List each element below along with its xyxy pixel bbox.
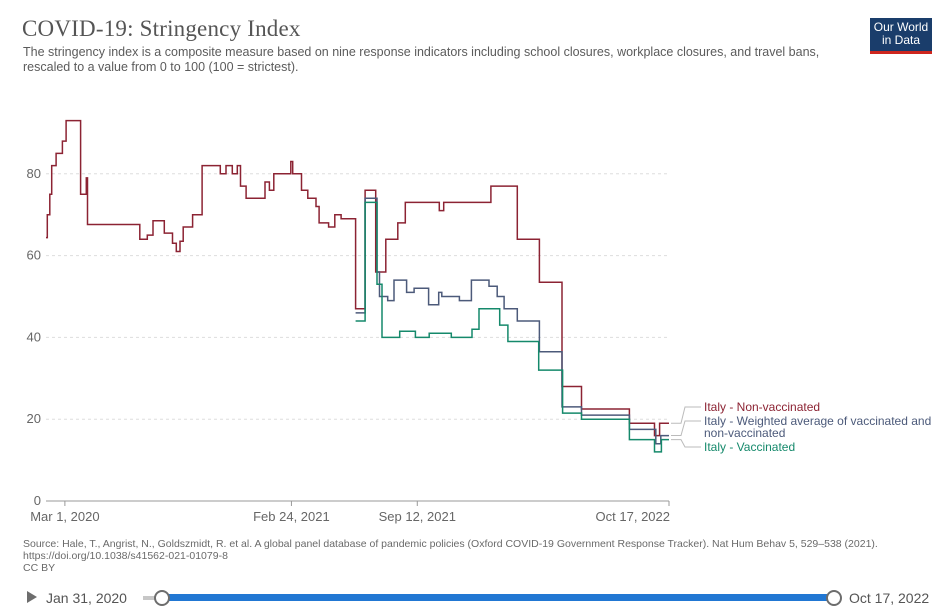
chart-subtitle: The stringency index is a composite meas… <box>23 45 820 74</box>
y-tick-label: 80 <box>27 166 41 181</box>
legend-label[interactable]: Italy - Vaccinated <box>704 440 795 454</box>
legend-label-cont[interactable]: non-vaccinated <box>704 426 785 440</box>
timeline-track-background <box>143 596 163 600</box>
timeline-end-label: Oct 17, 2022 <box>849 590 930 606</box>
legend-connector <box>671 439 701 448</box>
legend-label[interactable]: Italy - Non-vaccinated <box>704 400 820 414</box>
y-tick-label: 60 <box>27 248 41 263</box>
logo-line1: Our World <box>873 20 929 34</box>
chart-title: COVID-19: Stringency Index <box>22 16 301 41</box>
timeline-start-label: Jan 31, 2020 <box>46 590 127 606</box>
license-text: CC BY <box>23 562 56 574</box>
legend-connector <box>671 406 701 424</box>
y-tick-label: 0 <box>34 493 41 508</box>
legend-label[interactable]: Italy - Weighted average of vaccinated a… <box>704 414 931 428</box>
y-tick-label: 40 <box>27 329 41 344</box>
timeline-end-handle[interactable] <box>826 590 842 606</box>
series-line-0[interactable] <box>46 119 669 437</box>
series-line-1[interactable] <box>355 197 669 445</box>
x-tick-label: Feb 24, 2021 <box>253 509 330 524</box>
source-note: Source: Hale, T., Angrist, N., Goldszmid… <box>23 538 903 574</box>
timeline-selected-range[interactable] <box>155 594 833 601</box>
timeline-control: Jan 31, 2020 Oct 17, 2022 <box>0 582 938 606</box>
x-tick-label: Sep 12, 2021 <box>379 509 456 524</box>
series-line-2[interactable] <box>355 201 669 453</box>
source-text: Source: Hale, T., Angrist, N., Goldszmid… <box>23 538 878 562</box>
x-tick-label: Mar 1, 2020 <box>30 509 99 524</box>
owid-logo[interactable]: Our World in Data <box>870 18 932 54</box>
logo-line2: in Data <box>881 33 921 47</box>
y-tick-label: 20 <box>27 411 41 426</box>
x-tick-label: Oct 17, 2022 <box>596 509 670 524</box>
legend-connector <box>671 420 701 437</box>
play-icon[interactable] <box>27 591 37 603</box>
timeline-start-handle[interactable] <box>154 590 170 606</box>
